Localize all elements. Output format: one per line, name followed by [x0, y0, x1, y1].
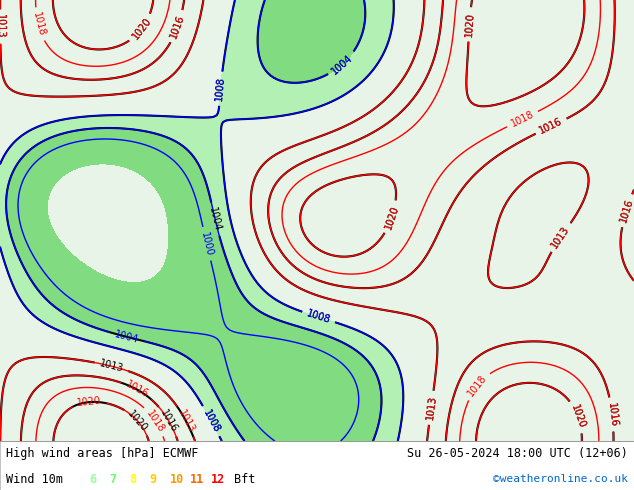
Text: 1016: 1016	[605, 402, 619, 427]
Text: 1008: 1008	[201, 408, 221, 434]
Text: 1008: 1008	[201, 408, 221, 434]
Text: 1004: 1004	[330, 52, 354, 76]
Text: 7: 7	[109, 473, 116, 486]
Text: ©weatheronline.co.uk: ©weatheronline.co.uk	[493, 474, 628, 484]
Text: 1020: 1020	[569, 403, 587, 430]
Text: 1013: 1013	[176, 408, 196, 434]
Text: 1020: 1020	[463, 12, 476, 37]
Text: 1013: 1013	[425, 395, 438, 420]
Text: 6: 6	[89, 473, 96, 486]
Text: 1018: 1018	[466, 373, 489, 398]
Text: 1008: 1008	[306, 309, 332, 325]
Text: 1013: 1013	[425, 395, 438, 420]
Text: 1018: 1018	[509, 109, 536, 129]
Text: 1016: 1016	[538, 117, 564, 136]
Text: 1016: 1016	[169, 13, 186, 40]
Text: 1016: 1016	[605, 402, 619, 427]
Text: 12: 12	[210, 473, 224, 486]
Text: 1008: 1008	[306, 309, 332, 325]
Text: 1020: 1020	[131, 16, 153, 42]
Text: 1020: 1020	[383, 204, 401, 230]
Text: 1020: 1020	[126, 409, 150, 434]
Text: 1016: 1016	[618, 197, 634, 224]
Text: 1020: 1020	[383, 204, 401, 230]
Text: 1013: 1013	[0, 14, 5, 39]
Text: 1018: 1018	[144, 408, 166, 434]
Text: 8: 8	[129, 473, 136, 486]
Text: 1020: 1020	[77, 396, 102, 408]
Text: 9: 9	[150, 473, 157, 486]
Text: 1020: 1020	[463, 12, 476, 37]
Text: Bft: Bft	[234, 473, 256, 486]
Text: 1008: 1008	[214, 76, 226, 101]
Text: 1013: 1013	[550, 224, 572, 250]
Text: 1020: 1020	[569, 403, 587, 430]
Text: 1004: 1004	[207, 206, 223, 232]
Text: 1004: 1004	[330, 52, 354, 76]
Text: 1008: 1008	[214, 76, 226, 101]
Text: 1000: 1000	[199, 231, 214, 257]
Text: High wind areas [hPa] ECMWF: High wind areas [hPa] ECMWF	[6, 447, 198, 460]
Text: 1016: 1016	[158, 408, 179, 434]
Text: Wind 10m: Wind 10m	[6, 473, 63, 486]
Text: 1018: 1018	[30, 11, 46, 37]
Text: 10: 10	[170, 473, 184, 486]
Text: 1016: 1016	[538, 117, 564, 136]
Text: 1016: 1016	[618, 197, 634, 224]
Text: 1020: 1020	[131, 16, 153, 42]
Text: Su 26-05-2024 18:00 UTC (12+06): Su 26-05-2024 18:00 UTC (12+06)	[407, 447, 628, 460]
Text: 1013: 1013	[0, 14, 5, 39]
Text: 1004: 1004	[113, 329, 140, 345]
Text: 1013: 1013	[98, 358, 125, 374]
Text: 11: 11	[190, 473, 204, 486]
Text: 1016: 1016	[169, 13, 186, 40]
Text: 1016: 1016	[124, 379, 150, 400]
Text: 1013: 1013	[550, 224, 572, 250]
